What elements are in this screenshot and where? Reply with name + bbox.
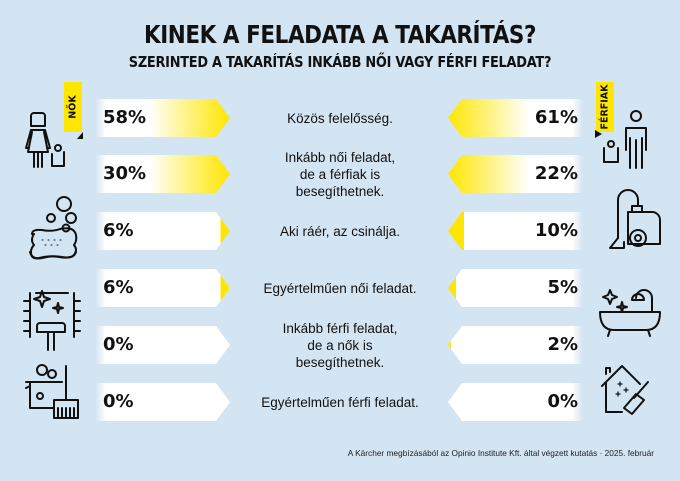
answer-row: 30% 22% Inkább női feladat, de a férfiak… bbox=[0, 150, 680, 199]
source-footnote: A Kärcher megbízásából az Opinio Institu… bbox=[347, 448, 654, 458]
women-percent: 0% bbox=[103, 334, 134, 355]
legend-men-tag: FÉRFIAK bbox=[596, 82, 614, 132]
legend-women-pointer bbox=[77, 132, 83, 139]
men-percent: 2% bbox=[547, 334, 578, 355]
men-percent: 61% bbox=[534, 107, 578, 128]
women-percent: 58% bbox=[103, 107, 147, 128]
answer-row: 58% 61% Közös felelősség. bbox=[0, 99, 680, 137]
women-bar bbox=[95, 155, 230, 193]
bathtub-sparkle-icon bbox=[596, 272, 666, 347]
men-bar bbox=[448, 326, 583, 364]
men-bar bbox=[448, 212, 583, 250]
women-percent: 6% bbox=[103, 277, 134, 298]
men-bar bbox=[448, 383, 583, 421]
answer-row: 0% 0% Egyértelműen férfi feladat. bbox=[0, 383, 680, 421]
answer-label: Egyértelműen férfi feladat. bbox=[261, 394, 419, 410]
answer-row: 6% 5% Egyértelműen női feladat. bbox=[0, 269, 680, 307]
answer-label: Inkább női feladat, de a férfiak is bese… bbox=[284, 149, 396, 199]
man-with-bin-icon bbox=[600, 110, 660, 185]
women-bar bbox=[95, 99, 230, 137]
mopping-floor-icon bbox=[22, 287, 82, 362]
legend-men-pointer bbox=[595, 130, 602, 138]
vacuum-cleaner-icon bbox=[596, 188, 666, 263]
woman-with-bin-icon bbox=[22, 110, 82, 175]
women-percent: 6% bbox=[103, 220, 134, 241]
men-percent: 22% bbox=[534, 163, 578, 184]
legend-women-tag: NŐK bbox=[64, 82, 82, 132]
answer-row: 6% 10% Aki ráér, az csinálja. bbox=[0, 212, 680, 250]
answer-label: Inkább férfi feladat, de a nők is besegí… bbox=[282, 320, 398, 370]
women-bar bbox=[95, 212, 230, 250]
men-bar bbox=[448, 99, 583, 137]
bucket-broom-icon bbox=[22, 360, 82, 425]
answer-label: Egyértelműen női feladat. bbox=[263, 280, 417, 296]
men-percent: 5% bbox=[547, 277, 578, 298]
answer-label: Közös felelősség. bbox=[287, 110, 393, 126]
men-bar bbox=[448, 269, 583, 307]
men-percent: 10% bbox=[534, 220, 578, 241]
women-bar bbox=[95, 269, 230, 307]
clean-house-broom-icon bbox=[596, 360, 666, 425]
men-bar bbox=[448, 155, 583, 193]
page-title: KINEK A FELADATA A TAKARÍTÁS? bbox=[144, 20, 536, 49]
women-percent: 30% bbox=[103, 163, 147, 184]
women-bar bbox=[95, 383, 230, 421]
page-subtitle: SZERINTED A TAKARÍTÁS INKÁBB NŐI VAGY FÉ… bbox=[128, 53, 552, 71]
sponge-bubbles-icon bbox=[24, 196, 84, 271]
women-percent: 0% bbox=[103, 391, 134, 412]
answer-row: 0% 2% Inkább férfi feladat, de a nők is … bbox=[0, 321, 680, 370]
women-bar bbox=[95, 326, 230, 364]
answer-label: Aki ráér, az csinálja. bbox=[279, 223, 401, 239]
men-percent: 0% bbox=[547, 391, 578, 412]
